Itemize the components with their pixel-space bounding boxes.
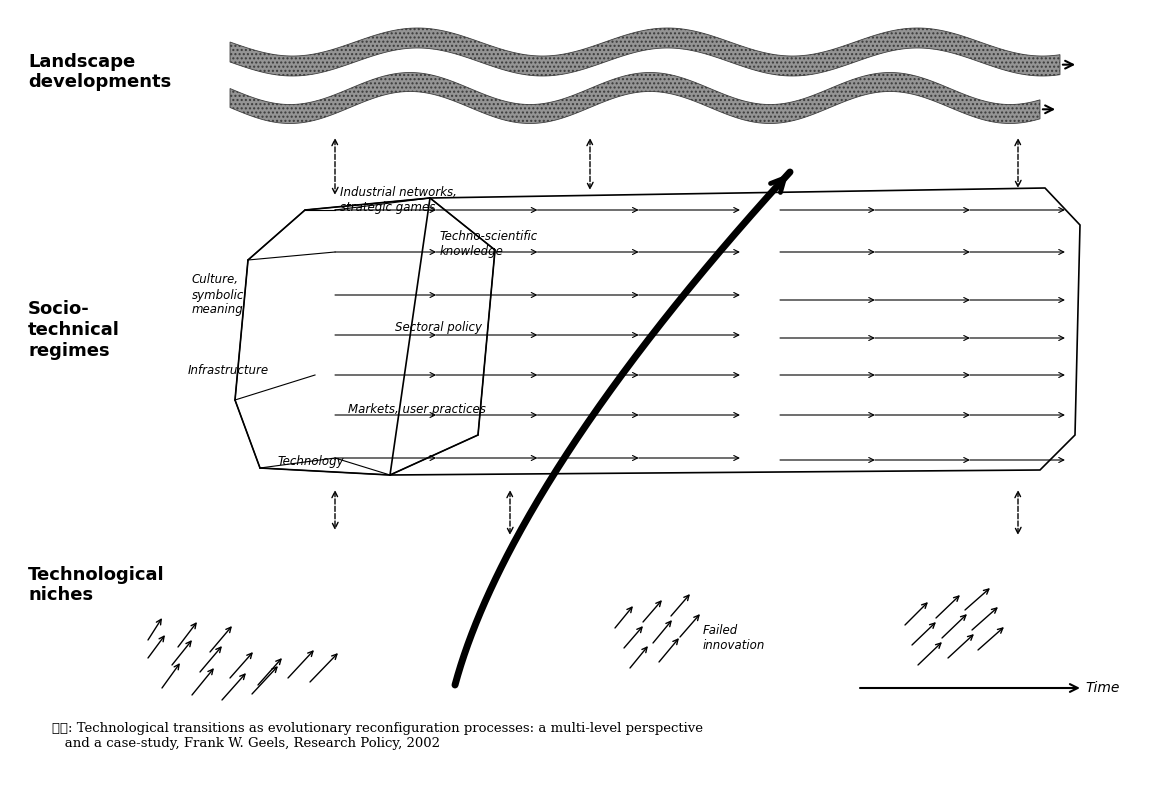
Text: Technological
niches: Technological niches — [28, 566, 165, 604]
Text: 출처: Technological transitions as evolutionary reconfiguration processes: a multi: 출처: Technological transitions as evoluti… — [52, 722, 703, 750]
Text: Culture,
symbolic
meaning: Culture, symbolic meaning — [192, 273, 245, 316]
Text: Industrial networks,
strategic games: Industrial networks, strategic games — [340, 186, 457, 214]
Text: Technology: Technology — [278, 455, 344, 469]
Text: Markets, user practices: Markets, user practices — [348, 403, 486, 417]
Text: Time: Time — [1085, 681, 1119, 695]
Text: Techno-scientific
knowledge: Techno-scientific knowledge — [440, 230, 538, 258]
Polygon shape — [230, 28, 1060, 76]
Text: Socio-
technical
regimes: Socio- technical regimes — [28, 300, 120, 360]
Text: Landscape
developments: Landscape developments — [28, 53, 171, 91]
Text: Failed
innovation: Failed innovation — [703, 624, 766, 652]
Text: Sectoral policy: Sectoral policy — [395, 322, 482, 334]
Polygon shape — [230, 72, 1040, 123]
Text: Infrastructure: Infrastructure — [188, 363, 269, 377]
